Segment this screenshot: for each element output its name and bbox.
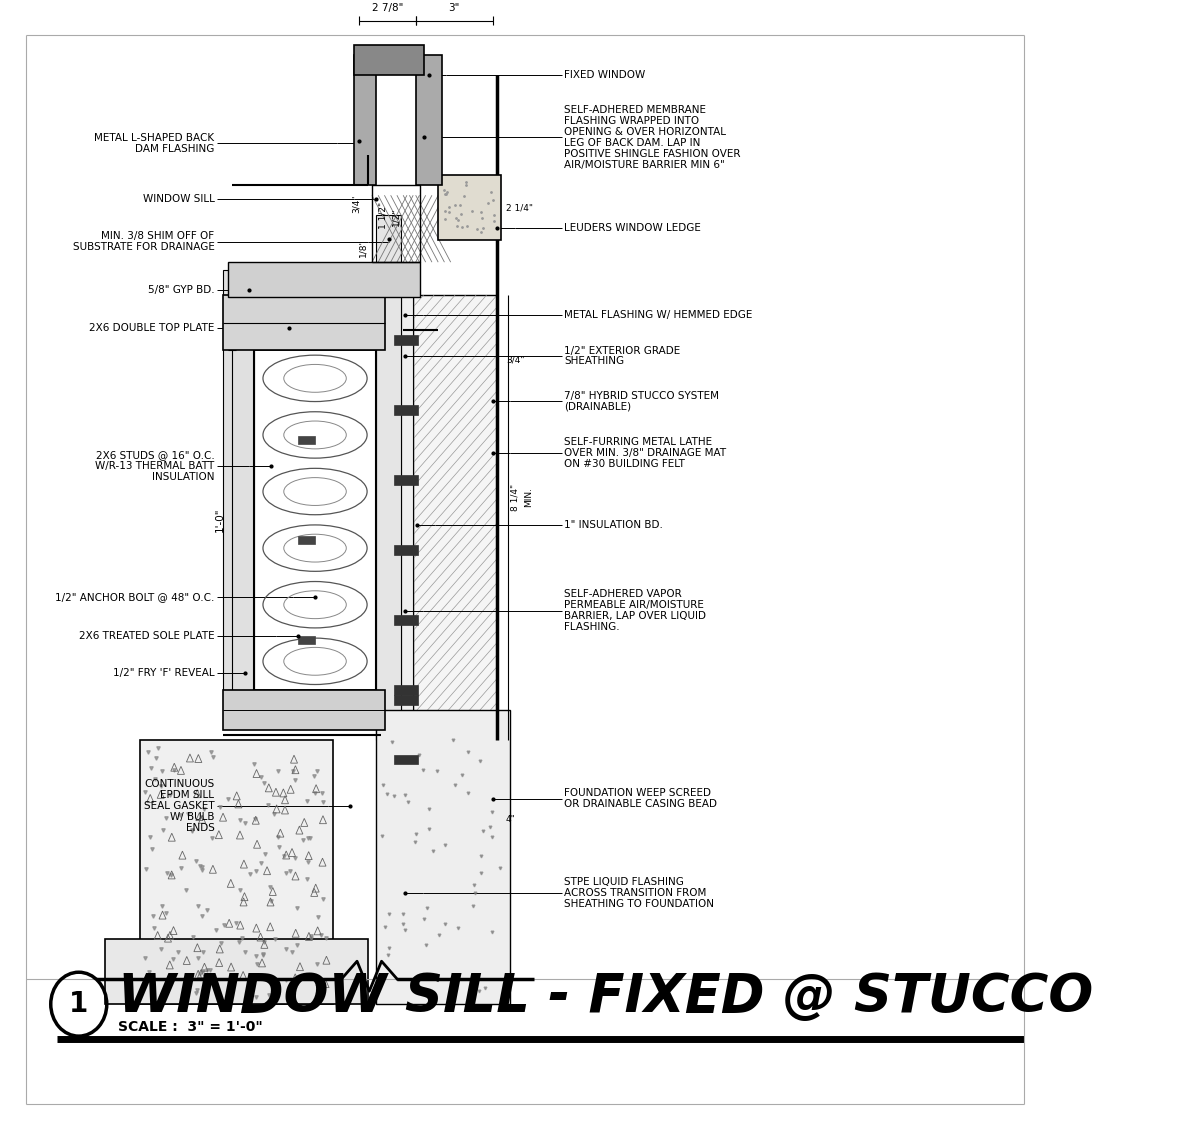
Text: METAL L-SHAPED BACK: METAL L-SHAPED BACK — [95, 133, 215, 143]
Text: (DRAINABLE): (DRAINABLE) — [564, 401, 631, 412]
Text: 3": 3" — [449, 2, 460, 12]
Text: OPENING & OVER HORIZONTAL: OPENING & OVER HORIZONTAL — [564, 127, 726, 137]
Text: 1/8": 1/8" — [359, 238, 367, 256]
Bar — [394, 615, 419, 625]
Text: SELF-ADHERED VAPOR: SELF-ADHERED VAPOR — [564, 590, 682, 600]
Text: 1/2" ANCHOR BOLT @ 48" O.C.: 1/2" ANCHOR BOLT @ 48" O.C. — [55, 592, 215, 602]
Bar — [394, 475, 419, 485]
Text: FIXED WINDOW: FIXED WINDOW — [564, 70, 646, 81]
Text: SHEATHING TO FOUNDATION: SHEATHING TO FOUNDATION — [564, 899, 714, 908]
Text: 5/8" GYP BD.: 5/8" GYP BD. — [148, 286, 215, 295]
Text: 4": 4" — [506, 815, 516, 824]
Bar — [228, 262, 420, 297]
Text: AIR/MOISTURE BARRIER MIN 6": AIR/MOISTURE BARRIER MIN 6" — [564, 160, 725, 170]
Text: OVER MIN. 3/8" DRAINAGE MAT: OVER MIN. 3/8" DRAINAGE MAT — [564, 448, 726, 458]
Text: PERMEABLE AIR/MOISTURE: PERMEABLE AIR/MOISTURE — [564, 600, 704, 610]
Bar — [438, 176, 502, 240]
Text: SELF-ADHERED MEMBRANE: SELF-ADHERED MEMBRANE — [564, 105, 707, 115]
Text: 2 7/8": 2 7/8" — [372, 2, 403, 12]
Text: POSITIVE SHINGLE FASHION OVER: POSITIVE SHINGLE FASHION OVER — [564, 149, 740, 159]
Text: 2X6 TREATED SOLE PLATE: 2X6 TREATED SOLE PLATE — [79, 631, 215, 641]
Text: 2X6 DOUBLE TOP PLATE: 2X6 DOUBLE TOP PLATE — [89, 323, 215, 332]
Text: MIN.: MIN. — [524, 488, 533, 507]
Text: STPE LIQUID FLASHING: STPE LIQUID FLASHING — [564, 877, 684, 887]
Text: FOUNDATION WEEP SCREED: FOUNDATION WEEP SCREED — [564, 788, 712, 798]
Text: SCALE :  3" = 1'-0": SCALE : 3" = 1'-0" — [118, 1021, 263, 1034]
Text: DAM FLASHING: DAM FLASHING — [136, 144, 215, 153]
Text: OR DRAINABLE CASING BEAD: OR DRAINABLE CASING BEAD — [564, 799, 718, 810]
Text: 1/2": 1/2" — [391, 208, 400, 227]
Bar — [298, 535, 316, 544]
Bar — [223, 295, 385, 350]
Text: LEG OF BACK DAM. LAP IN: LEG OF BACK DAM. LAP IN — [564, 138, 701, 147]
Bar — [354, 45, 425, 76]
Text: 7/8" HYBRID STUCCO SYSTEM: 7/8" HYBRID STUCCO SYSTEM — [564, 391, 720, 400]
Text: 1" INSULATION BD.: 1" INSULATION BD. — [564, 519, 664, 530]
Text: EPDM SILL: EPDM SILL — [161, 789, 215, 799]
Text: CONTINUOUS: CONTINUOUS — [144, 779, 215, 788]
Bar — [140, 739, 332, 1005]
Text: 3/4": 3/4" — [506, 356, 524, 364]
Text: 1: 1 — [70, 990, 89, 1018]
Text: WINDOW SILL: WINDOW SILL — [143, 194, 215, 204]
Text: 1 1/2": 1 1/2" — [379, 202, 388, 229]
Bar — [377, 710, 510, 1005]
Bar — [401, 295, 413, 739]
Bar — [354, 56, 377, 185]
Bar — [253, 350, 377, 689]
Bar — [223, 270, 253, 689]
Text: SHEATHING: SHEATHING — [564, 356, 624, 366]
Text: SEAL GASKET: SEAL GASKET — [144, 801, 215, 811]
Text: 1'-0": 1'-0" — [215, 508, 224, 532]
Text: ACROSS TRANSITION FROM: ACROSS TRANSITION FROM — [564, 888, 707, 898]
Text: 2 1/4": 2 1/4" — [506, 203, 533, 212]
Bar — [394, 335, 419, 345]
Bar — [394, 544, 419, 555]
Bar — [372, 185, 420, 262]
Text: LEUDERS WINDOW LEDGE: LEUDERS WINDOW LEDGE — [564, 223, 701, 232]
Bar — [377, 215, 401, 739]
Text: SELF-FURRING METAL LATHE: SELF-FURRING METAL LATHE — [564, 438, 713, 448]
Text: 1/2" EXTERIOR GRADE: 1/2" EXTERIOR GRADE — [564, 346, 680, 355]
Bar — [394, 685, 419, 695]
Bar — [394, 405, 419, 415]
Bar — [298, 435, 316, 443]
Text: FLASHING.: FLASHING. — [564, 623, 620, 633]
Text: W/R-13 THERMAL BATT: W/R-13 THERMAL BATT — [95, 460, 215, 471]
Text: 2X6 STUDS @ 16" O.C.: 2X6 STUDS @ 16" O.C. — [96, 450, 215, 460]
Text: 8 1/4": 8 1/4" — [510, 484, 520, 511]
Text: MIN. 3/8 SHIM OFF OF: MIN. 3/8 SHIM OFF OF — [101, 231, 215, 242]
Bar — [223, 689, 385, 729]
Bar — [394, 754, 419, 764]
Bar — [106, 939, 367, 1005]
Text: METAL FLASHING W/ HEMMED EDGE: METAL FLASHING W/ HEMMED EDGE — [564, 311, 752, 320]
Text: ON #30 BUILDING FELT: ON #30 BUILDING FELT — [564, 459, 685, 469]
Bar — [298, 636, 316, 644]
Bar — [415, 56, 442, 185]
Bar — [394, 695, 419, 704]
Text: SUBSTRATE FOR DRAINAGE: SUBSTRATE FOR DRAINAGE — [72, 242, 215, 252]
Text: BARRIER, LAP OVER LIQUID: BARRIER, LAP OVER LIQUID — [564, 611, 707, 621]
Text: ENDS: ENDS — [186, 822, 215, 832]
Text: FLASHING WRAPPED INTO: FLASHING WRAPPED INTO — [564, 116, 700, 126]
Text: INSULATION: INSULATION — [152, 472, 215, 482]
Text: 3/4": 3/4" — [352, 194, 361, 212]
Text: W/ BULB: W/ BULB — [170, 812, 215, 821]
Bar — [413, 295, 497, 739]
Text: 1/2" FRY 'F' REVEAL: 1/2" FRY 'F' REVEAL — [113, 668, 215, 678]
Text: WINDOW SILL - FIXED @ STUCCO: WINDOW SILL - FIXED @ STUCCO — [118, 971, 1093, 1023]
